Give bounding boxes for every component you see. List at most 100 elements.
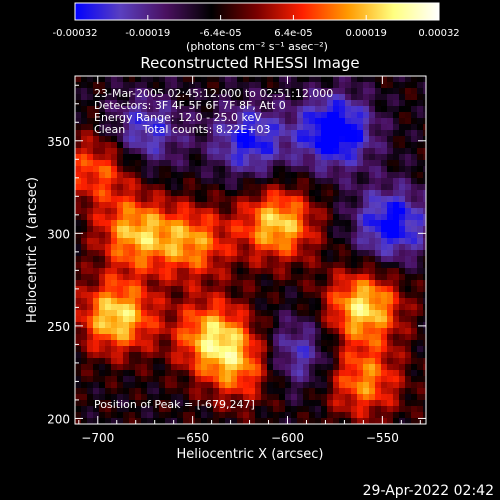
heatmap-cell [135,94,141,100]
heatmap-cell [165,94,171,100]
heatmap-cell [417,82,423,88]
heatmap-cell [261,142,267,148]
heatmap-cell [351,190,357,196]
heatmap-cell [255,256,261,262]
heatmap-cell [231,202,237,208]
heatmap-cell [75,88,81,94]
heatmap-cell [99,94,105,100]
heatmap-cell [261,412,267,418]
heatmap-cell [93,370,99,376]
heatmap-cell [351,130,357,136]
heatmap-cell [321,184,327,190]
heatmap-cell [219,118,225,124]
heatmap-cell [189,160,195,166]
heatmap-cell [267,178,273,184]
heatmap-cell [357,322,363,328]
heatmap-cell [171,364,177,370]
heatmap-cell [303,328,309,334]
heatmap-image [75,76,426,424]
heatmap-cell [117,202,123,208]
heatmap-cell [237,94,243,100]
heatmap-cell [87,208,93,214]
heatmap-cell [189,364,195,370]
heatmap-cell [213,334,219,340]
heatmap-cell [225,370,231,376]
heatmap-cell [165,226,171,232]
heatmap-cell [171,298,177,304]
heatmap-cell [411,226,417,232]
heatmap-cell [105,160,111,166]
heatmap-cell [105,316,111,322]
heatmap-cell [195,322,201,328]
heatmap-cell [303,322,309,328]
heatmap-cell [93,358,99,364]
heatmap-cell [417,220,423,226]
heatmap-cell [207,322,213,328]
heatmap-cell [363,298,369,304]
heatmap-cell [381,154,387,160]
heatmap-cell [423,148,426,154]
heatmap-cell [135,202,141,208]
heatmap-cell [75,196,81,202]
heatmap-cell [375,340,381,346]
heatmap-cell [291,172,297,178]
heatmap-cell [339,412,345,418]
heatmap-cell [81,76,87,82]
heatmap-cell [237,136,243,142]
heatmap-cell [99,412,105,418]
heatmap-cell [75,76,81,82]
heatmap-cell [93,364,99,370]
heatmap-cell [243,76,249,82]
heatmap-cell [315,202,321,208]
heatmap-cell [261,292,267,298]
heatmap-cell [399,292,405,298]
heatmap-cell [285,148,291,154]
heatmap-cell [117,250,123,256]
heatmap-cell [111,100,117,106]
heatmap-cell [405,106,411,112]
heatmap-cell [141,358,147,364]
heatmap-cell [351,220,357,226]
heatmap-cell [327,184,333,190]
heatmap-cell [393,220,399,226]
heatmap-cell [393,286,399,292]
heatmap-cell [99,370,105,376]
heatmap-cell [171,238,177,244]
heatmap-cell [351,142,357,148]
heatmap-cell [159,286,165,292]
heatmap-cell [285,232,291,238]
heatmap-cell [195,154,201,160]
heatmap-cell [417,280,423,286]
heatmap-cell [399,76,405,82]
heatmap-cell [177,232,183,238]
heatmap-cell [363,352,369,358]
heatmap-cell [387,304,393,310]
heatmap-cell [279,130,285,136]
heatmap-cell [189,316,195,322]
heatmap-cell [261,172,267,178]
heatmap-cell [99,136,105,142]
heatmap-cell [189,346,195,352]
heatmap-cell [177,286,183,292]
heatmap-cell [405,352,411,358]
heatmap-cell [225,118,231,124]
heatmap-cell [315,238,321,244]
heatmap-cell [369,340,375,346]
heatmap-cell [165,406,171,412]
heatmap-cell [261,334,267,340]
heatmap-cell [255,124,261,130]
heatmap-cell [315,166,321,172]
heatmap-cell [297,118,303,124]
heatmap-cell [189,202,195,208]
heatmap-cell [297,82,303,88]
annotation-clean-counts: Clean Total counts: 8.22E+03 [94,123,271,136]
heatmap-cell [99,76,105,82]
heatmap-cell [171,412,177,418]
heatmap-cell [75,166,81,172]
heatmap-cell [87,232,93,238]
heatmap-cell [249,208,255,214]
heatmap-cell [255,310,261,316]
heatmap-cell [255,100,261,106]
heatmap-cell [399,298,405,304]
heatmap-cell [87,262,93,268]
